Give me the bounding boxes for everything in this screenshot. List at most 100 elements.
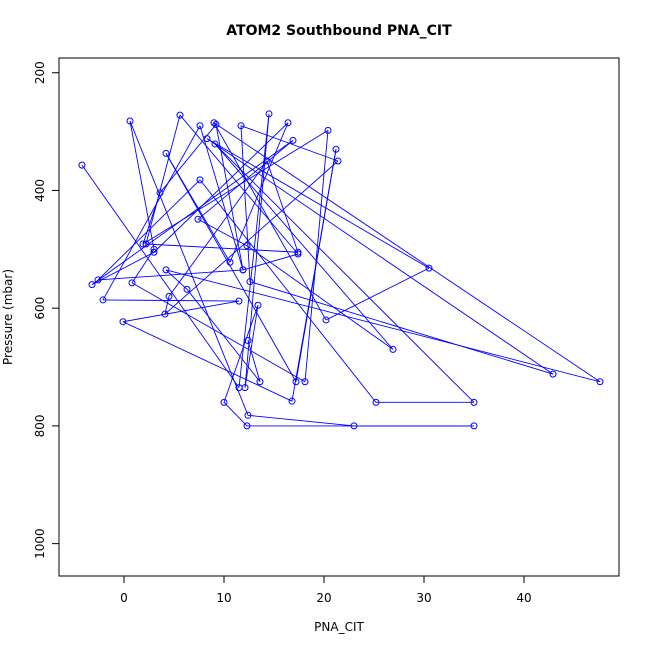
data-point bbox=[88, 281, 96, 289]
series-segment bbox=[240, 125, 251, 282]
data-point bbox=[150, 245, 158, 253]
series-segment bbox=[214, 143, 475, 403]
data-point bbox=[246, 278, 254, 286]
data-point bbox=[78, 161, 86, 169]
data-point bbox=[254, 301, 262, 309]
series-segment bbox=[199, 125, 244, 271]
y-tick-label: 800 bbox=[33, 414, 47, 437]
data-point bbox=[226, 258, 234, 266]
series-segment bbox=[249, 281, 554, 375]
data-point bbox=[243, 422, 251, 430]
series-segment bbox=[206, 138, 554, 375]
data-point bbox=[389, 345, 397, 353]
data-point bbox=[165, 292, 173, 300]
data-point bbox=[162, 149, 170, 157]
data-point bbox=[212, 121, 220, 129]
series-segment bbox=[179, 114, 299, 255]
data-point bbox=[176, 111, 184, 119]
series-segment bbox=[215, 124, 244, 270]
data-point bbox=[470, 422, 478, 430]
y-axis: 200 400 600 800 1000 bbox=[33, 61, 60, 559]
data-point bbox=[210, 119, 218, 127]
data-point bbox=[284, 119, 292, 127]
data-point bbox=[596, 378, 604, 386]
x-axis-label: PNA_CIT bbox=[314, 620, 364, 634]
series-segment bbox=[145, 114, 181, 245]
series-segment bbox=[145, 243, 299, 253]
data-point bbox=[263, 157, 271, 165]
data-point bbox=[470, 398, 478, 406]
data-point bbox=[99, 296, 107, 304]
data-point bbox=[289, 136, 297, 144]
data-point bbox=[139, 240, 147, 248]
data-point bbox=[196, 176, 204, 184]
data-point bbox=[241, 384, 249, 392]
data-point bbox=[142, 240, 150, 248]
series-segment bbox=[304, 130, 329, 382]
series-segment bbox=[122, 300, 240, 323]
data-point bbox=[350, 422, 358, 430]
series-segment bbox=[246, 245, 394, 350]
data-point bbox=[425, 264, 433, 272]
series-segment bbox=[97, 269, 244, 281]
data-point bbox=[322, 316, 330, 324]
series-segment bbox=[165, 153, 231, 263]
data-point bbox=[211, 140, 219, 148]
series-segment bbox=[242, 253, 299, 271]
data-point bbox=[119, 318, 127, 326]
series-segment bbox=[102, 299, 240, 302]
series-segment bbox=[213, 122, 327, 321]
data-point bbox=[161, 310, 169, 318]
series-segment bbox=[213, 122, 601, 383]
data-point bbox=[237, 122, 245, 130]
data-point bbox=[128, 279, 136, 287]
x-tick-label: 20 bbox=[316, 591, 331, 605]
x-tick-label: 0 bbox=[120, 591, 128, 605]
series-segment bbox=[247, 340, 261, 382]
series-segment bbox=[295, 149, 337, 382]
series-segment bbox=[197, 140, 294, 220]
series-segment bbox=[131, 282, 306, 383]
series-segment bbox=[97, 179, 201, 281]
series-segment bbox=[81, 164, 240, 388]
series-segment bbox=[197, 218, 248, 247]
data-point bbox=[203, 135, 211, 143]
chart-title: ATOM2 Southbound PNA_CIT bbox=[226, 23, 452, 39]
series-segment bbox=[153, 122, 289, 253]
data-point bbox=[194, 215, 202, 223]
series-segment bbox=[325, 267, 430, 321]
data-point bbox=[150, 248, 158, 256]
series-segment bbox=[223, 305, 259, 403]
data-point bbox=[332, 145, 340, 153]
data-point bbox=[256, 378, 264, 386]
data-point bbox=[196, 122, 204, 130]
data-point bbox=[156, 189, 164, 197]
series-segment bbox=[122, 321, 293, 402]
y-axis-label: Pressure (mbar) bbox=[1, 269, 15, 365]
series-segment bbox=[229, 122, 289, 263]
x-axis: 0 10 20 30 40 bbox=[120, 575, 532, 605]
data-point bbox=[235, 297, 243, 305]
series-segment bbox=[186, 289, 261, 383]
data-point bbox=[244, 337, 252, 345]
data-point bbox=[243, 242, 251, 250]
data-point bbox=[372, 398, 380, 406]
x-tick-label: 10 bbox=[216, 591, 231, 605]
data-point bbox=[220, 398, 228, 406]
x-tick-label: 40 bbox=[516, 591, 531, 605]
data-point bbox=[94, 276, 102, 284]
data-point bbox=[294, 248, 302, 256]
series-segment bbox=[247, 414, 355, 427]
y-tick-label: 200 bbox=[33, 61, 47, 84]
series-segment bbox=[244, 113, 270, 388]
series-segment bbox=[206, 138, 430, 269]
series-segment bbox=[223, 402, 248, 427]
data-point bbox=[126, 117, 134, 125]
series-segment bbox=[165, 269, 188, 290]
data-point bbox=[324, 126, 332, 134]
series-segment bbox=[214, 143, 394, 350]
data-point bbox=[549, 370, 557, 378]
data-point bbox=[239, 266, 247, 274]
series-layer bbox=[78, 110, 604, 430]
